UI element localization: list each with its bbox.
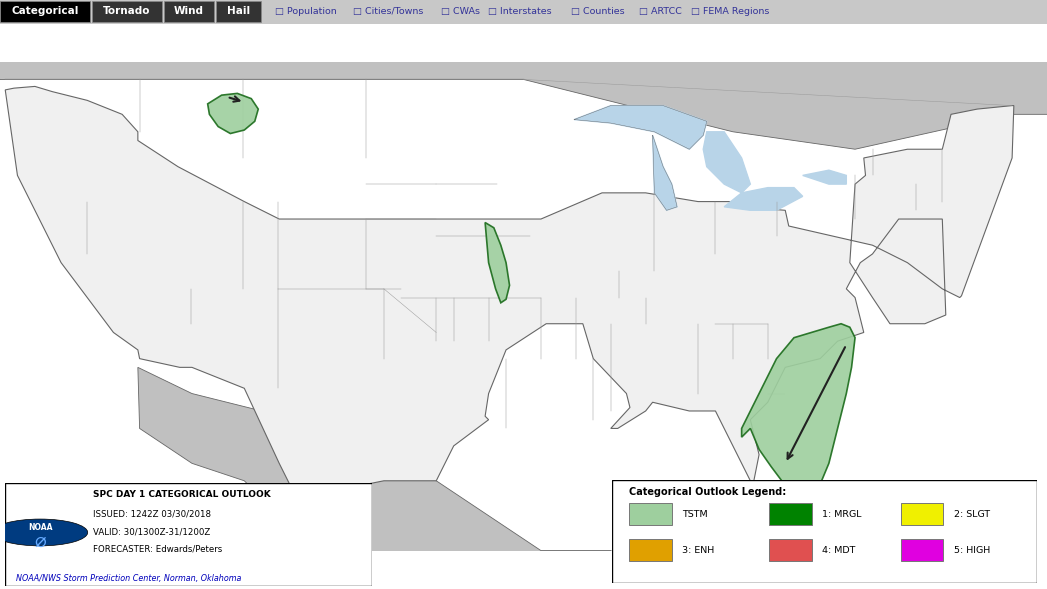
Text: 2: SLGT: 2: SLGT (954, 509, 990, 518)
Bar (92, 1, 162, 22)
Text: FORECASTER: Edwards/Peters: FORECASTER: Edwards/Peters (93, 545, 222, 554)
Text: Tornado: Tornado (104, 6, 151, 16)
Text: ISSUED: 1242Z 03/30/2018: ISSUED: 1242Z 03/30/2018 (93, 509, 211, 519)
Bar (0, 1, 90, 22)
Polygon shape (803, 170, 846, 184)
Text: Categorical Outlook Legend:: Categorical Outlook Legend: (629, 487, 786, 497)
Text: □ FEMA Regions: □ FEMA Regions (691, 7, 770, 16)
FancyBboxPatch shape (612, 480, 1037, 583)
Circle shape (0, 519, 88, 546)
Polygon shape (741, 324, 855, 495)
Polygon shape (574, 105, 707, 149)
Text: Categorical: Categorical (12, 6, 79, 16)
Text: ⌀: ⌀ (35, 532, 46, 551)
Text: NOAA/NWS Storm Prediction Center, Norman, Oklahoma: NOAA/NWS Storm Prediction Center, Norman… (17, 574, 242, 583)
Text: 5: HIGH: 5: HIGH (954, 545, 990, 555)
Text: NOAA: NOAA (28, 523, 52, 532)
Bar (900, 539, 943, 561)
Text: 1: MRGL: 1: MRGL (822, 509, 862, 518)
Text: □ CWAs: □ CWAs (442, 7, 481, 16)
Text: □ Cities/Towns: □ Cities/Towns (353, 7, 423, 16)
Polygon shape (0, 0, 1047, 149)
Polygon shape (652, 135, 677, 210)
Polygon shape (207, 94, 259, 134)
Polygon shape (704, 132, 751, 193)
Text: □ Interstates: □ Interstates (488, 7, 552, 16)
Polygon shape (5, 87, 1013, 507)
Text: SPC DAY 1 CATEGORICAL OUTLOOK: SPC DAY 1 CATEGORICAL OUTLOOK (93, 490, 271, 499)
Bar (770, 539, 811, 561)
Text: Hail: Hail (227, 6, 250, 16)
Bar (216, 1, 261, 22)
Bar (900, 503, 943, 525)
Text: 3: ENH: 3: ENH (683, 545, 715, 555)
Bar (770, 503, 811, 525)
Polygon shape (138, 368, 663, 589)
Text: Wind: Wind (174, 6, 204, 16)
Text: VALID: 30/1300Z-31/1200Z: VALID: 30/1300Z-31/1200Z (93, 527, 210, 537)
Text: 4: MDT: 4: MDT (822, 545, 855, 555)
Text: TSTM: TSTM (683, 509, 708, 518)
Text: □ ARTCC: □ ARTCC (639, 7, 682, 16)
Text: □ Counties: □ Counties (572, 7, 625, 16)
Text: □ Population: □ Population (275, 7, 337, 16)
Bar (629, 503, 672, 525)
Bar (629, 539, 672, 561)
Polygon shape (485, 223, 510, 303)
FancyBboxPatch shape (5, 483, 372, 586)
Polygon shape (725, 188, 803, 210)
Bar (164, 1, 214, 22)
